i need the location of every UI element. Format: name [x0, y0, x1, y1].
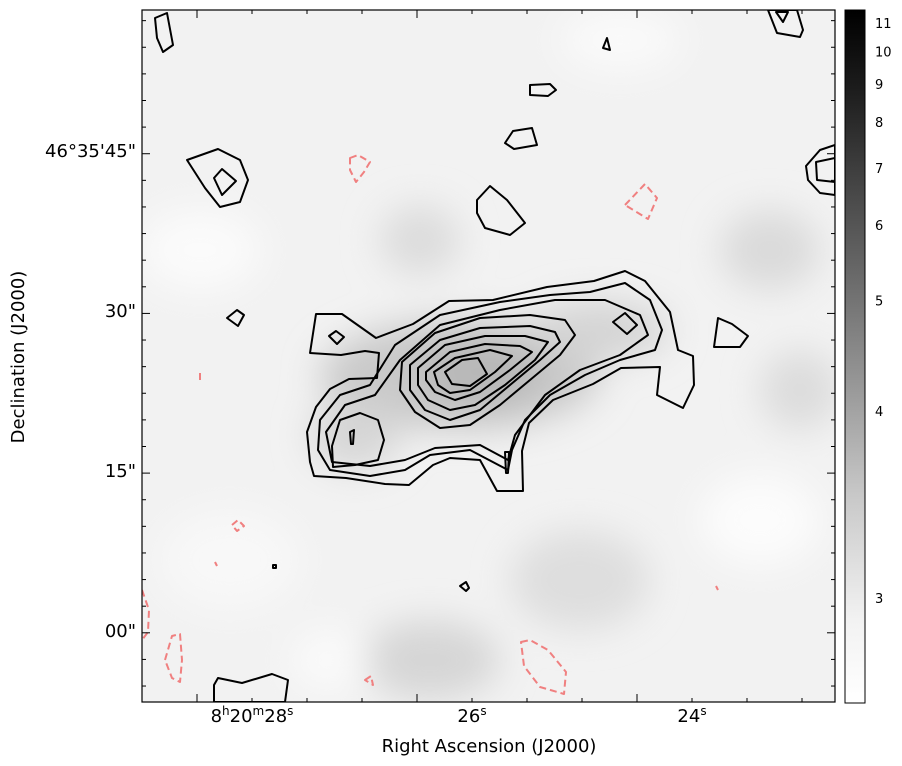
colorbar-tick-label: 4 [875, 405, 883, 420]
contour-blob-mid-1 [529, 83, 557, 97]
colorbar-tick-label: 5 [875, 294, 883, 309]
colorbar-tick-label: 10 [875, 46, 892, 61]
contour-level-9 [444, 357, 488, 387]
x-tick-label-28-second: 28 [264, 706, 287, 727]
neg-contour-8 [364, 675, 374, 686]
contour-blob-bottom-2 [213, 673, 289, 702]
contour-level-5 [409, 325, 561, 421]
contour-knot-left [331, 412, 385, 468]
image-panel [142, 10, 835, 702]
positive-contours [154, 10, 835, 702]
x-tick-label-26-s: s [480, 704, 486, 718]
contour-blob-topright-2 [775, 11, 789, 23]
x-tick-label-28-m: m [253, 704, 265, 718]
neg-contour-1 [349, 154, 371, 183]
y-axis-tick-labels: 46°35'45" 30" 15" 00" [45, 141, 136, 642]
x-tick-label-26-second: 26 [457, 706, 480, 727]
contour-level-2 [317, 282, 663, 477]
contour-blob-right-2 [815, 157, 835, 183]
contour-blob-bottom-1 [459, 581, 470, 592]
contour-level-6 [417, 335, 549, 411]
y-axis-title: Declination (J2000) [8, 271, 29, 444]
y-tick-label-15: 15" [105, 461, 136, 482]
contour-blob-topleft-3 [213, 168, 237, 196]
x-axis-tick-labels: 8h20m28s 26s 24s [211, 704, 707, 727]
x-tick-label-28-hour: 8 [211, 706, 222, 727]
x-tick-label-28-h: h [222, 704, 230, 718]
colorbar-ticks: 3 4 5 6 7 8 9 10 11 [875, 17, 892, 607]
contour-blob-topright-1 [767, 10, 804, 38]
neg-contour-5 [214, 561, 218, 567]
contour-level-3 [325, 299, 649, 467]
neg-contour-10 [715, 585, 719, 591]
negative-contours [142, 154, 719, 695]
contour-blob-mid-3 [476, 185, 526, 236]
contour-knot-right [612, 312, 638, 335]
contour-blob-right-1 [805, 144, 835, 196]
neg-contour-6 [142, 589, 150, 641]
colorbar-tick-label: 8 [875, 116, 883, 131]
y-tick-label-45: 46°35'45" [45, 141, 136, 162]
contour-level-8 [433, 349, 513, 394]
colorbar-gradient [844, 9, 866, 704]
colorbar-tick-label: 11 [875, 17, 892, 32]
colorbar-tick-label: 7 [875, 162, 883, 177]
x-tick-label-26: 26s [457, 704, 486, 727]
plot-frame [141, 9, 836, 703]
colorbar-tick-label: 3 [875, 592, 883, 607]
contour-blob-left-small [226, 309, 245, 327]
contour-blob-right-3 [713, 317, 749, 348]
y-tick-label-30: 30" [105, 301, 136, 322]
contour-dot [272, 564, 277, 569]
contour-level-1 [306, 270, 695, 492]
contour-knot-left-peak [349, 429, 355, 445]
x-tick-label-24-s: s [700, 704, 706, 718]
contour-blob-topleft-1 [154, 12, 174, 53]
y-axis-ticks [142, 20, 835, 687]
x-tick-label-24: 24s [677, 704, 706, 727]
y-tick-label-00: 00" [105, 621, 136, 642]
neg-contour-2 [624, 183, 658, 220]
contour-level-7 [425, 343, 533, 401]
x-axis-ticks [141, 10, 803, 702]
contour-blob-mid-2 [504, 127, 538, 150]
colorbar: 3 4 5 6 7 8 9 10 11 [844, 9, 892, 704]
contour-blob-topleft-2 [186, 148, 249, 208]
neg-contour-4 [231, 519, 245, 532]
contour-knot-bottom-spur [504, 451, 510, 474]
colorbar-tick-label: 9 [875, 78, 883, 93]
x-axis-title: Right Ascension (J2000) [382, 736, 597, 757]
colorbar-tick-label: 6 [875, 219, 883, 234]
contour-knot-small [328, 330, 345, 345]
x-tick-label-24-second: 24 [677, 706, 700, 727]
neg-contour-9 [520, 639, 567, 695]
neg-contour-7 [164, 633, 183, 683]
contour-blob-mid-4 [602, 37, 611, 51]
x-tick-label-28-minute: 20 [230, 706, 253, 727]
contour-level-4 [399, 314, 576, 429]
x-tick-label-28-s: s [287, 704, 293, 718]
x-tick-label-28: 8h20m28s [211, 704, 294, 727]
